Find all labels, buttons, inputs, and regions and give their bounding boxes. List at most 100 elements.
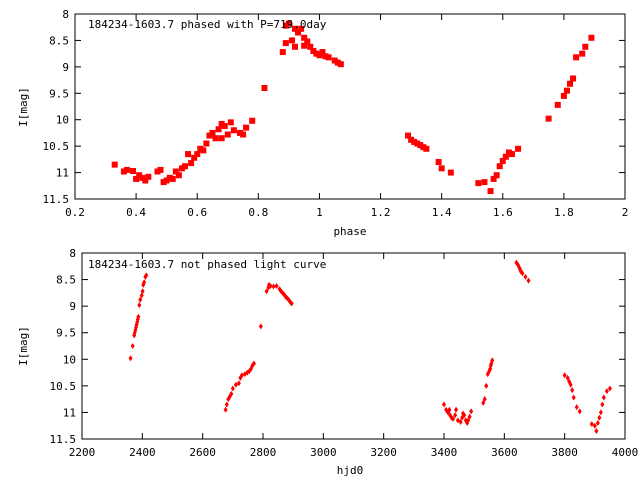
data-point	[224, 401, 229, 408]
data-point	[223, 406, 228, 413]
data-point	[292, 25, 298, 32]
data-point	[301, 42, 308, 49]
data-point	[435, 159, 442, 165]
data-point	[325, 54, 332, 61]
y-axis-title: I[mag]	[17, 326, 30, 366]
data-point	[145, 173, 152, 180]
data-point	[136, 172, 143, 179]
data-point	[194, 151, 201, 158]
data-point	[243, 124, 250, 131]
data-point	[574, 404, 579, 411]
data-point	[140, 288, 145, 295]
data-point	[484, 382, 489, 389]
data-point	[545, 115, 552, 122]
data-point	[197, 145, 204, 152]
x-tick-label: 2600	[189, 446, 216, 459]
x-tick-label: 3000	[310, 446, 337, 459]
data-point	[163, 177, 170, 184]
x-tick-label: 3600	[491, 446, 518, 459]
data-point	[502, 153, 509, 160]
data-points	[111, 20, 595, 195]
data-point	[188, 160, 195, 167]
data-point	[206, 132, 213, 139]
data-point	[200, 147, 207, 154]
data-point	[570, 75, 577, 82]
x-tick-label: 4000	[612, 446, 639, 459]
data-point	[520, 270, 525, 277]
data-point	[493, 172, 500, 179]
data-point	[279, 49, 286, 56]
data-point	[453, 412, 458, 419]
data-point	[285, 20, 292, 27]
data-point	[467, 413, 472, 420]
data-point	[230, 127, 237, 134]
data-point	[310, 48, 317, 54]
y-tick-label: 8.5	[49, 34, 69, 47]
data-point	[239, 372, 244, 379]
x-tick-label: 2200	[69, 446, 96, 459]
data-point	[570, 387, 575, 394]
data-point	[420, 144, 427, 151]
data-point	[139, 174, 146, 181]
y-tick-label: 9	[69, 300, 76, 313]
y-tick-label: 10	[56, 114, 69, 127]
y-tick-label: 9.5	[56, 327, 76, 340]
data-point	[598, 409, 603, 416]
x-tick-label: 1.4	[432, 206, 452, 219]
data-point	[249, 117, 256, 124]
data-point	[307, 43, 314, 50]
data-point	[289, 300, 294, 307]
data-point	[496, 163, 503, 170]
data-point	[408, 136, 415, 143]
data-point	[130, 343, 135, 349]
data-point	[191, 154, 198, 161]
x-tick-label: 0.4	[126, 206, 146, 219]
data-point	[166, 174, 173, 181]
data-point	[282, 22, 289, 29]
data-point	[334, 59, 341, 66]
data-point	[258, 323, 263, 330]
data-point	[295, 29, 302, 36]
y-tick-label: 8	[69, 247, 76, 260]
data-point	[215, 126, 222, 133]
data-point	[579, 50, 586, 57]
data-point	[218, 135, 225, 142]
data-point	[130, 167, 137, 174]
data-point	[490, 175, 497, 182]
unphased-light-curve-plot: 2200 2400 2600 2800 3000 3200 3400 3600 3800 4000…	[17, 247, 638, 477]
data-point	[271, 283, 276, 290]
y-tick-label: 8	[62, 8, 69, 21]
data-point	[304, 38, 311, 45]
y-tick-label: 10	[63, 353, 76, 366]
data-point	[475, 180, 482, 187]
data-point	[111, 161, 118, 168]
data-point	[508, 151, 515, 158]
data-point	[442, 401, 446, 408]
data-point	[137, 302, 142, 309]
data-point	[212, 135, 219, 142]
tick-marks: 2200 2400 2600 2800 3000 3200 3400 3600 3800 4000…	[50, 247, 639, 459]
data-point	[133, 175, 140, 182]
data-point	[264, 288, 269, 295]
data-point	[499, 157, 506, 164]
data-point	[487, 188, 494, 195]
data-point	[526, 277, 531, 284]
data-point	[568, 381, 573, 388]
data-point	[577, 408, 582, 415]
data-point	[592, 422, 597, 429]
data-point	[218, 120, 225, 127]
plot-frame	[81, 252, 626, 440]
data-point	[227, 119, 234, 126]
x-tick-label: 3200	[370, 446, 397, 459]
data-point	[128, 355, 133, 362]
data-point	[224, 131, 231, 138]
data-point	[154, 168, 161, 175]
data-point	[203, 140, 210, 147]
data-point	[251, 360, 256, 367]
x-tick-label: 1	[316, 206, 323, 219]
data-point	[274, 282, 279, 289]
data-point	[601, 394, 606, 401]
x-tick-label: 0.2	[65, 206, 85, 219]
data-point	[144, 272, 149, 279]
y-tick-label: 11	[56, 167, 69, 180]
